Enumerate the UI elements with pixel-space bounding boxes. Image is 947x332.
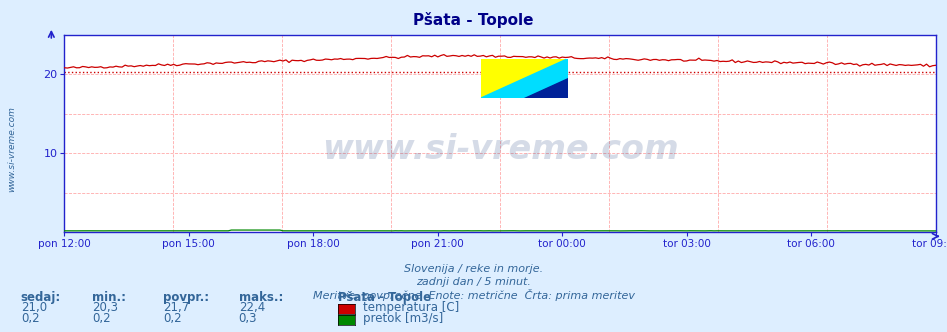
Text: 21,0: 21,0 bbox=[21, 301, 47, 314]
Polygon shape bbox=[481, 58, 568, 98]
Text: 0,2: 0,2 bbox=[92, 312, 111, 325]
Text: min.:: min.: bbox=[92, 291, 126, 304]
Text: Slovenija / reke in morje.: Slovenija / reke in morje. bbox=[404, 264, 543, 274]
Text: 22,4: 22,4 bbox=[239, 301, 265, 314]
Text: temperatura [C]: temperatura [C] bbox=[363, 301, 459, 314]
Text: Pšata - Topole: Pšata - Topole bbox=[413, 12, 534, 28]
Text: 0,3: 0,3 bbox=[239, 312, 258, 325]
Text: sedaj:: sedaj: bbox=[21, 291, 62, 304]
Text: maks.:: maks.: bbox=[239, 291, 283, 304]
Text: Meritve: povprečne  Enote: metrične  Črta: prima meritev: Meritve: povprečne Enote: metrične Črta:… bbox=[313, 289, 634, 301]
Text: www.si-vreme.com: www.si-vreme.com bbox=[322, 133, 678, 166]
Polygon shape bbox=[481, 58, 568, 98]
Text: 0,2: 0,2 bbox=[21, 312, 40, 325]
Text: pretok [m3/s]: pretok [m3/s] bbox=[363, 312, 443, 325]
Text: 0,2: 0,2 bbox=[163, 312, 182, 325]
Text: zadnji dan / 5 minut.: zadnji dan / 5 minut. bbox=[416, 277, 531, 287]
Text: 20,3: 20,3 bbox=[92, 301, 117, 314]
Text: povpr.:: povpr.: bbox=[163, 291, 209, 304]
Text: Pšata - Topole: Pšata - Topole bbox=[338, 291, 431, 304]
Text: 21,7: 21,7 bbox=[163, 301, 189, 314]
Polygon shape bbox=[525, 78, 568, 98]
Text: www.si-vreme.com: www.si-vreme.com bbox=[7, 107, 16, 192]
